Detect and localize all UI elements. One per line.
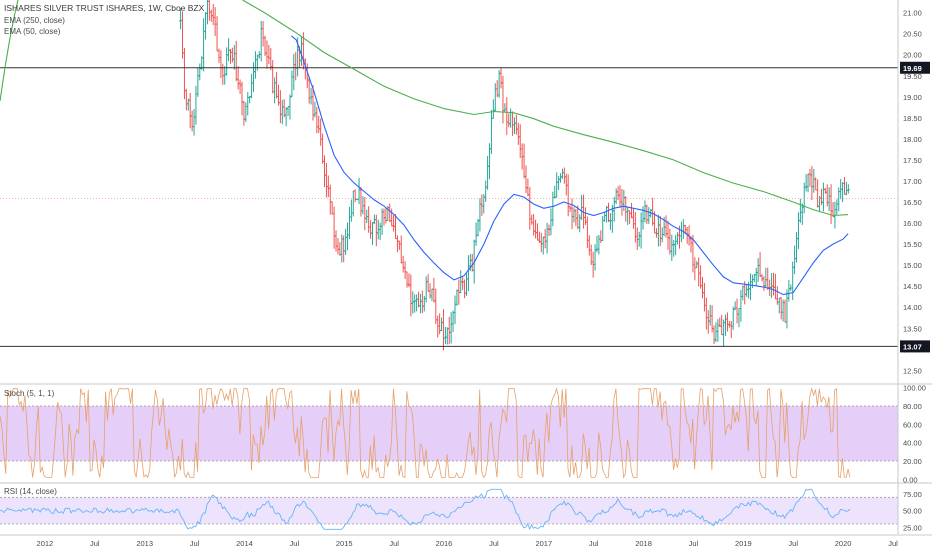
time-tick-label: Jul xyxy=(689,539,699,548)
level-label-box xyxy=(900,340,930,353)
time-tick-label: Jul xyxy=(90,539,100,548)
rsi-line xyxy=(0,488,851,531)
price-tick-label: 16.50 xyxy=(903,198,922,207)
price-tick-label: 14.50 xyxy=(903,282,922,291)
time-tick-label: Jul xyxy=(389,539,399,548)
stoch-pane xyxy=(0,387,898,479)
price-tick-label: 14.00 xyxy=(903,303,922,312)
price-tick-label: 19.00 xyxy=(903,93,922,102)
stoch-line xyxy=(0,387,851,479)
time-tick-label: 2017 xyxy=(535,539,552,548)
time-tick-label: 2019 xyxy=(735,539,752,548)
price-pane xyxy=(0,0,898,351)
time-tick-label: 2020 xyxy=(835,539,852,548)
stoch-band xyxy=(0,406,898,461)
time-tick-label: Jul xyxy=(888,539,898,548)
price-tick-label: 18.50 xyxy=(903,114,922,123)
ema-250-label: EMA (250, close) xyxy=(4,16,65,25)
stoch-label: Stoch (5, 1, 1) xyxy=(4,389,55,398)
level-label: 19.69 xyxy=(903,64,922,73)
price-tick-label: 19.50 xyxy=(903,72,922,81)
time-tick-label: Jul xyxy=(290,539,300,548)
stoch-tick-label: 20.00 xyxy=(903,457,922,466)
time-tick-label: Jul xyxy=(190,539,200,548)
stoch-tick-label: 60.00 xyxy=(903,420,922,429)
stoch-tick-label: 40.00 xyxy=(903,439,922,448)
rsi-label: RSI (14, close) xyxy=(4,487,57,496)
ema-50-line xyxy=(291,35,849,296)
rsi-tick-label: 75.00 xyxy=(903,490,922,499)
price-tick-label: 15.00 xyxy=(903,261,922,270)
time-tick-label: 2013 xyxy=(136,539,153,548)
time-tick-label: 2012 xyxy=(37,539,54,548)
price-tick-label: 20.50 xyxy=(903,30,922,39)
price-tick-label: 13.50 xyxy=(903,324,922,333)
rsi-tick-label: 25.00 xyxy=(903,523,922,532)
price-tick-label: 21.00 xyxy=(903,9,922,18)
stoch-tick-label: 0.00 xyxy=(903,475,918,484)
level-label: 13.07 xyxy=(903,342,922,351)
stoch-tick-label: 100.00 xyxy=(903,384,926,393)
price-tick-label: 12.50 xyxy=(903,366,922,375)
time-tick-label: Jul xyxy=(589,539,599,548)
time-tick-label: Jul xyxy=(489,539,499,548)
price-tick-label: 18.00 xyxy=(903,135,922,144)
stoch-tick-label: 80.00 xyxy=(903,402,922,411)
price-tick-label: 17.00 xyxy=(903,177,922,186)
ema-50-label: EMA (50, close) xyxy=(4,27,61,36)
time-tick-label: 2014 xyxy=(236,539,253,548)
time-tick-label: Jul xyxy=(788,539,798,548)
ema-50-line xyxy=(0,0,19,102)
time-tick-label: 2015 xyxy=(336,539,353,548)
price-tick-label: 16.00 xyxy=(903,219,922,228)
chart-title: ISHARES SILVER TRUST ISHARES, 1W, Cboe B… xyxy=(4,3,205,13)
time-tick-label: 2016 xyxy=(436,539,453,548)
price-tick-label: 17.50 xyxy=(903,156,922,165)
time-tick-label: 2018 xyxy=(635,539,652,548)
price-tick-label: 20.00 xyxy=(903,51,922,60)
level-label-box xyxy=(900,61,930,74)
rsi-band xyxy=(0,497,898,524)
legend: ISHARES SILVER TRUST ISHARES, 1W, Cboe B… xyxy=(4,3,205,496)
rsi-tick-label: 50.00 xyxy=(903,507,922,516)
ema-50-line xyxy=(242,0,849,217)
price-tick-label: 15.50 xyxy=(903,240,922,249)
rsi-pane xyxy=(0,488,898,531)
